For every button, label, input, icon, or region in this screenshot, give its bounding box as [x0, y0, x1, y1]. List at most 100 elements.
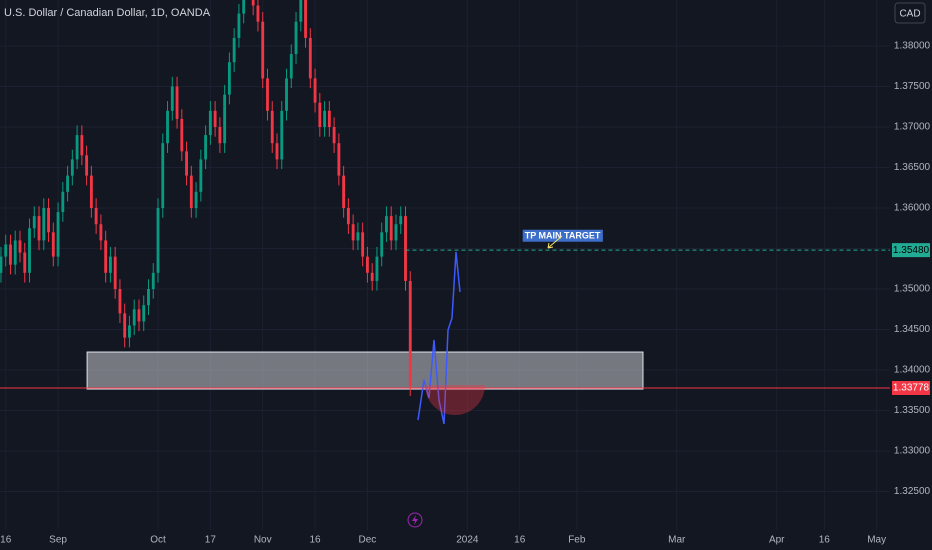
candle-body	[175, 86, 179, 119]
candle-body	[13, 240, 17, 265]
candle-body	[80, 135, 84, 156]
candle-body	[399, 216, 403, 225]
x-tick-label: May	[867, 535, 886, 546]
candle-body	[42, 208, 46, 241]
highlight-circle	[425, 385, 485, 415]
candle-body	[123, 313, 127, 338]
candle-body	[242, 0, 246, 14]
currency-button[interactable]	[894, 2, 926, 24]
candle-body	[365, 256, 369, 273]
x-tick-label: Dec	[359, 535, 377, 546]
currency-label[interactable]: CAD	[899, 9, 920, 20]
price-label: 1.35480	[893, 245, 930, 256]
candle-body	[227, 62, 231, 95]
x-tick-label: Feb	[568, 535, 586, 546]
candle-body	[56, 212, 60, 257]
candle-body	[128, 325, 131, 338]
candle-body	[304, 0, 307, 38]
zone-layer	[86, 351, 644, 390]
candle-body	[275, 143, 279, 160]
candle-body	[18, 240, 22, 253]
x-tick-label: Nov	[254, 535, 272, 546]
candle-body	[385, 216, 388, 233]
candle-body	[199, 159, 203, 192]
candle-body	[70, 159, 74, 176]
candle-body	[104, 240, 108, 273]
y-tick-label: 1.34000	[894, 365, 931, 376]
candle-body	[346, 208, 350, 225]
candle-body	[161, 143, 165, 209]
candle-body	[299, 0, 303, 22]
support-zone	[86, 351, 644, 390]
candle-body	[389, 216, 393, 241]
candle-body	[356, 232, 360, 241]
time-axis	[0, 530, 932, 550]
candle-body	[51, 232, 55, 257]
y-tick-label: 1.33500	[894, 405, 931, 416]
candle-body	[280, 110, 284, 160]
y-tick-label: 1.34500	[894, 324, 931, 335]
candle-body	[318, 102, 322, 128]
arrow-head	[547, 242, 554, 249]
candle-body	[61, 191, 65, 213]
lightning	[412, 515, 418, 525]
x-tick-label: 16	[819, 535, 831, 546]
y-tick-label: 1.35000	[894, 284, 931, 295]
y-tick-label: 1.36500	[894, 162, 931, 173]
candle-body	[185, 151, 188, 176]
candle-body	[32, 216, 36, 229]
x-tick-label: Apr	[769, 535, 785, 546]
candle-body	[361, 232, 365, 257]
candle-body	[308, 37, 312, 79]
candle-body	[99, 224, 103, 241]
price-label-box	[892, 243, 930, 258]
candle-body	[156, 208, 160, 273]
y-tick-label: 1.36000	[894, 203, 931, 214]
candle-body	[394, 224, 398, 241]
candle-body	[94, 208, 98, 225]
candle-body	[404, 216, 407, 281]
candle-body	[218, 127, 222, 144]
x-tick-label: 17	[205, 535, 217, 546]
events-icon[interactable]	[407, 512, 423, 528]
candle-body	[118, 289, 122, 314]
x-tick-label: Oct	[150, 535, 166, 546]
candle-body	[189, 175, 193, 209]
candle-body	[313, 78, 317, 103]
y-tick-label: 1.37500	[894, 81, 931, 92]
candle-body	[342, 175, 346, 209]
candle-body	[289, 54, 293, 79]
candle-body	[232, 37, 236, 63]
candle-body	[327, 110, 331, 128]
candle-body	[351, 224, 355, 241]
candle-body	[113, 256, 117, 290]
candle-body	[108, 256, 112, 273]
price-lines: TP MAIN TARGET	[0, 229, 890, 389]
candle-body	[166, 110, 169, 144]
candle-body	[251, 0, 255, 6]
price-label: 1.33778	[893, 383, 930, 394]
candle-body	[266, 78, 269, 111]
candle-body	[151, 272, 155, 290]
candle-body	[261, 21, 265, 79]
projection-drawing	[417, 251, 461, 425]
candle-body	[213, 110, 217, 128]
candle-body	[47, 208, 50, 233]
candle-body	[375, 256, 379, 281]
candle-body	[337, 143, 341, 176]
candle-body	[294, 21, 298, 55]
x-tick-label: 16	[514, 535, 526, 546]
x-tick-label: 16	[0, 535, 12, 546]
candle-body	[9, 244, 12, 265]
candle-body	[323, 110, 327, 128]
candle-body	[270, 110, 274, 144]
candle-body	[85, 155, 89, 176]
candle-body	[4, 244, 8, 257]
candle-body	[66, 175, 70, 192]
candle-body	[137, 309, 141, 322]
candle-body	[180, 118, 184, 152]
candle-body	[332, 127, 336, 144]
x-tick-label: 2024	[456, 535, 479, 546]
candle-body	[380, 232, 384, 257]
